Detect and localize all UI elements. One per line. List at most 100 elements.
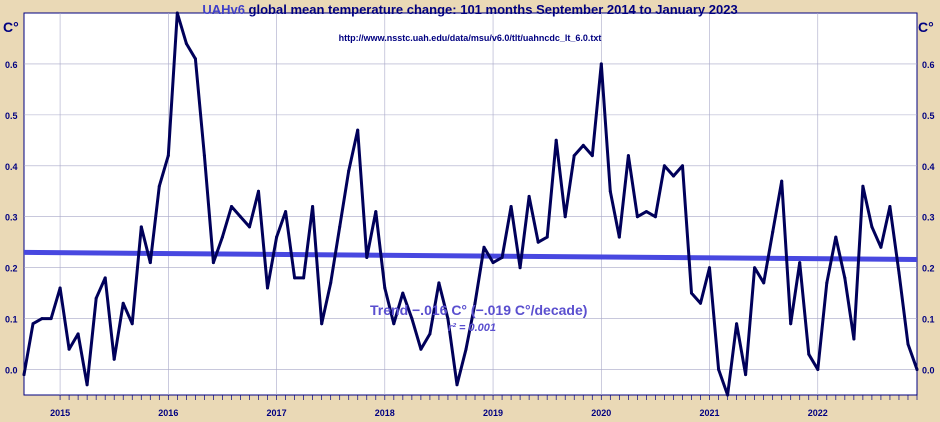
data-point [590, 154, 594, 158]
data-point [816, 368, 820, 371]
data-point [365, 256, 369, 259]
unit-label-left: C° [3, 19, 19, 35]
y-tick-label: 0.4 [5, 162, 18, 172]
temperature-series-line [22, 11, 919, 397]
data-point [428, 332, 432, 336]
data-point [572, 154, 576, 158]
y-tick-label: 0.1 [5, 315, 18, 325]
data-point [888, 205, 892, 208]
data-point [599, 62, 603, 66]
data-point [121, 301, 125, 305]
data-point [771, 230, 775, 234]
y-tick-label: 0.2 [5, 264, 18, 274]
data-point [230, 205, 233, 208]
data-point [58, 286, 62, 290]
data-point [266, 286, 269, 290]
y-tick-label: 0.1 [922, 315, 935, 325]
data-point [383, 286, 387, 290]
chart-title: UAHv6 global mean temperature change: 10… [202, 2, 737, 17]
data-point [681, 164, 684, 168]
data-point [284, 210, 288, 214]
data-point [103, 276, 107, 280]
temperature-data-points [22, 11, 919, 397]
y-axis-right: 0.0 0.1 0.2 0.3 0.4 0.5 0.6 [922, 60, 935, 376]
y-tick-label: 0.0 [922, 366, 935, 376]
data-point [193, 57, 197, 61]
data-point [626, 154, 630, 158]
data-point [644, 210, 648, 214]
data-point [780, 179, 784, 183]
data-point [834, 235, 838, 239]
data-point [617, 235, 621, 239]
data-point [672, 174, 675, 178]
x-tick-label: 2021 [700, 408, 720, 418]
data-point [31, 322, 35, 326]
data-point [825, 281, 829, 285]
data-point [49, 317, 53, 321]
y-tick-label: 0.0 [5, 366, 18, 376]
data-point [527, 194, 531, 198]
data-point [239, 215, 242, 219]
data-point [798, 261, 802, 265]
data-point [906, 342, 910, 346]
data-point [311, 205, 315, 208]
x-tick-label: 2015 [50, 408, 70, 418]
data-point [464, 347, 468, 351]
data-point [518, 266, 522, 270]
x-tick-label: 2018 [375, 408, 395, 418]
data-point [491, 261, 495, 265]
data-point [329, 281, 333, 285]
data-point [401, 291, 405, 295]
data-point [293, 276, 297, 280]
data-point [130, 322, 134, 326]
data-point [915, 368, 919, 371]
data-point [870, 225, 874, 229]
data-point [735, 322, 739, 326]
data-point [166, 154, 170, 158]
data-point [202, 154, 206, 158]
y-axis-left: 0.0 0.1 0.2 0.3 0.4 0.5 0.6 [5, 60, 18, 376]
data-point [879, 245, 883, 249]
x-tick-label: 2017 [267, 408, 287, 418]
data-point [708, 266, 711, 270]
y-tick-label: 0.6 [5, 60, 18, 70]
data-point [76, 332, 80, 336]
data-point [302, 276, 306, 280]
data-point [852, 337, 856, 341]
data-point [699, 301, 702, 305]
x-axis: 2015 2016 2017 2018 2019 2020 2021 2022 [50, 395, 918, 418]
data-point [356, 128, 360, 132]
unit-label-right: C° [918, 19, 934, 35]
data-point [762, 281, 766, 285]
data-point [861, 184, 865, 188]
data-point [338, 225, 342, 229]
data-point [139, 225, 143, 229]
data-point [157, 184, 161, 188]
data-point [320, 322, 324, 326]
data-point [374, 210, 378, 214]
data-point [581, 143, 585, 147]
x-tick-label: 2019 [483, 408, 503, 418]
data-point [653, 215, 657, 219]
y-tick-label: 0.6 [922, 60, 935, 70]
data-point [275, 235, 279, 239]
x-tick-label: 2022 [808, 408, 828, 418]
data-point [608, 189, 612, 193]
x-tick-label: 2020 [591, 408, 611, 418]
data-point [717, 368, 721, 371]
data-point [211, 261, 215, 265]
data-point [843, 276, 847, 280]
source-url: http://www.nsstc.uah.edu/data/msu/v6.0/t… [339, 33, 602, 43]
r-squared-annotation: r² = 0.001 [448, 322, 496, 334]
data-point [184, 42, 188, 46]
data-point [67, 347, 71, 351]
data-point [536, 240, 540, 244]
y-tick-label: 0.5 [922, 111, 935, 121]
data-point [473, 301, 477, 305]
data-point [22, 373, 26, 377]
y-tick-label: 0.3 [922, 213, 935, 223]
data-point [563, 215, 567, 219]
data-point [392, 322, 396, 326]
data-point [347, 169, 351, 173]
chart-title-rest: global mean temperature change: 101 mont… [245, 2, 738, 17]
